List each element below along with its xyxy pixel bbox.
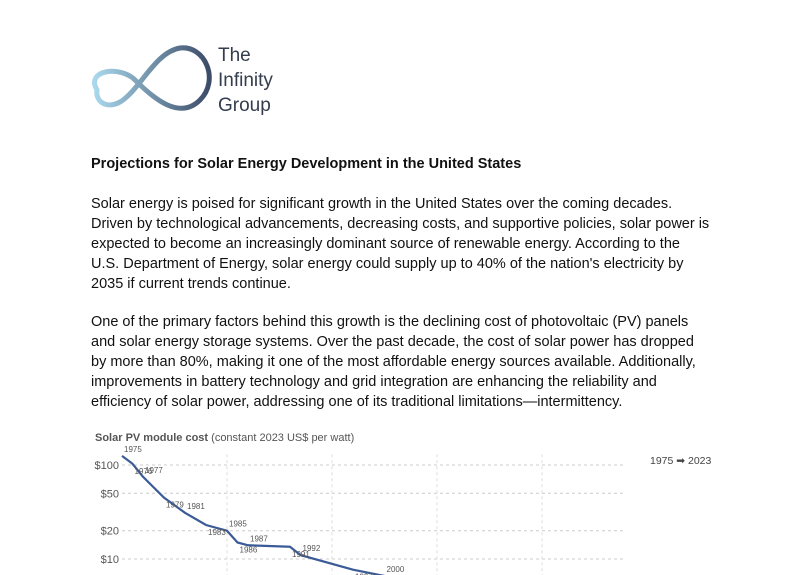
text-line: expected to become an increasingly domin… [91,236,680,252]
logo-text: The Infinity Group [218,43,273,118]
y-tick-label: $10 [101,554,119,566]
logo-line: The [218,45,251,66]
data-line [121,455,385,575]
chart: Solar PV module cost (constant 2023 US$ … [95,432,712,575]
text-line: U.S. Department of Energy, solar energy … [91,256,684,272]
heading: Projections for Solar Energy Development… [91,156,522,172]
text-line: Driven by technological advancements, de… [91,216,710,232]
paragraph: One of the primary factors behind this g… [91,312,696,412]
point-label: 1985 [229,520,247,529]
text-line: Solar energy is poised for significant g… [91,196,673,212]
chart-subtitle: (constant 2023 US$ per watt) [211,432,354,444]
text-line: improvements in battery technology and g… [91,374,657,390]
point-label: 1987 [250,534,268,543]
point-label: 1976 [135,467,153,476]
point-label: 1997 [355,573,373,575]
chart-heading: Solar PV module cost (constant 2023 US$ … [95,432,354,444]
infinity-icon [92,45,212,111]
point-label: 1981 [187,502,205,511]
point-label: 1979 [166,501,184,510]
text-line: by more than 80%, making it one of the m… [91,354,696,370]
y-tick-label: $50 [101,488,119,500]
point-label: 1986 [240,545,258,554]
range-label: 1975 ➡ 2023 [650,455,712,467]
point-label: 1975 [124,445,142,454]
text-line: One of the primary factors behind this g… [91,314,689,330]
point-label: 1992 [303,544,321,553]
logo-line: Group [218,95,271,116]
y-tick-label: $20 [101,526,119,538]
point-label: 1991 [292,550,310,559]
logo-mark [92,45,212,111]
text-line: 2035 if current trends continue. [91,276,291,292]
point-label: 1977 [145,466,163,475]
point-label: 2000 [387,565,405,574]
text-line: and solar energy storage systems. Over t… [91,334,694,350]
y-tick-label: $100 [95,460,119,472]
text-line: efficiency of solar power, addressing on… [91,394,623,410]
paragraph: Solar energy is poised for significant g… [91,194,709,294]
logo-line: Infinity [218,70,273,91]
point-label: 1983 [208,528,226,537]
chart-title: Solar PV module cost [95,432,208,444]
